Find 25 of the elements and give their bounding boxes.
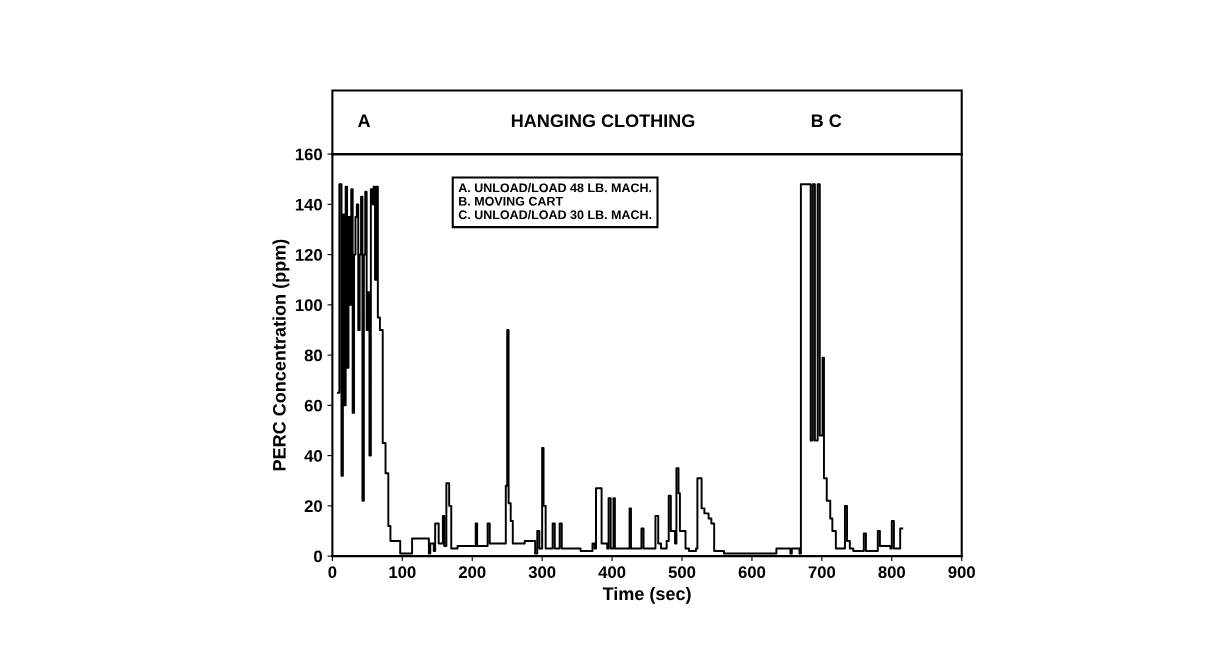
x-tick-label: 0 <box>328 566 337 579</box>
x-tick-label: 100 <box>389 566 416 579</box>
x-tick-label: 500 <box>668 566 696 579</box>
y-tick-label: 40 <box>304 450 322 462</box>
x-tick-label: 200 <box>458 566 486 579</box>
x-tick-label: 700 <box>808 566 836 579</box>
text: B C <box>811 114 842 128</box>
y-tick-label: 80 <box>304 349 322 362</box>
y-tick-label: 0 <box>314 550 322 563</box>
y-tick-label: 20 <box>304 500 322 513</box>
x-tick-label: 900 <box>948 566 975 579</box>
y-tick-label: 160 <box>295 148 322 161</box>
chart-title: HANGING CLOTHING <box>511 114 695 128</box>
x-tick-label: 800 <box>878 566 906 579</box>
text: A <box>358 114 371 127</box>
y-tick-label: 140 <box>295 198 322 211</box>
annotation: A. UNLOAD/LOAD 48 LB. MACH. B. MOVING CART C. UNLOAD/LOAD 30 LB. MACH. <box>458 183 652 220</box>
x-tick-label: 600 <box>738 566 766 579</box>
y-tick-label: 120 <box>295 249 322 261</box>
x-tick-label: 300 <box>528 566 556 579</box>
y-tick-label: 100 <box>295 299 322 312</box>
y-tick-label: 60 <box>304 399 322 412</box>
x-tick-label: 400 <box>598 566 626 579</box>
x-axis-title: Time (sec) <box>602 586 691 604</box>
y-axis-title: PERC Concentration (ppm) <box>272 239 290 471</box>
